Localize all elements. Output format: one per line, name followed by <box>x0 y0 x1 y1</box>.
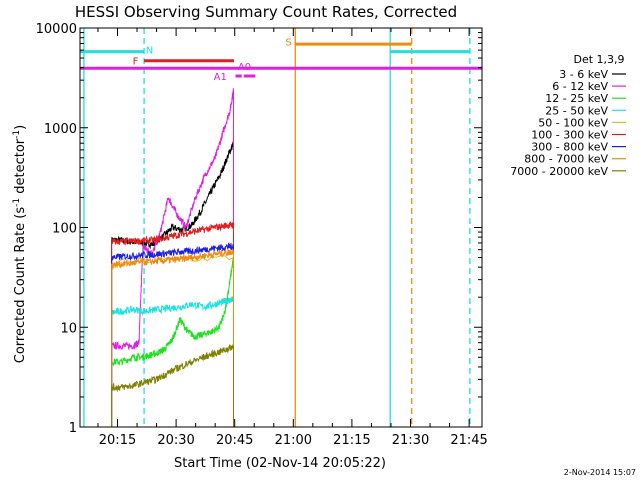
legend-label-4: 50 - 100 keV <box>538 116 608 129</box>
state-bar-label-5: A1 <box>214 72 227 83</box>
vertical-markers <box>83 28 471 427</box>
y-tick-label-3: 1000 <box>44 122 77 137</box>
legend-label-6: 300 - 800 keV <box>531 141 608 154</box>
series-line-2 <box>111 257 234 427</box>
legend-label-5: 100 - 300 keV <box>531 129 608 142</box>
legend-label-1: 6 - 12 keV <box>552 80 608 93</box>
legend-title: Det 1,3,9 <box>573 53 624 66</box>
x-axis-label: Start Time (02-Nov-14 20:05:22) <box>174 456 386 471</box>
x-tick-label-4: 21:15 <box>333 433 370 448</box>
legend-label-2: 12 - 25 keV <box>545 92 608 105</box>
x-tick-label-2: 20:45 <box>216 433 253 448</box>
y-tick-label-4: 10000 <box>36 22 77 37</box>
legend-label-8: 7000 - 20000 keV <box>510 165 608 178</box>
series-line-1 <box>111 88 234 427</box>
x-axis: 20:15 20:30 20:45 21:00 21:15 21:30 21:45 <box>97 28 488 448</box>
state-bar-label-0: N <box>146 45 153 56</box>
legend-label-7: 800 - 7000 keV <box>524 153 608 166</box>
y-tick-label-0: 1 <box>69 421 77 436</box>
footer-date: 2-Nov-2014 15:07 <box>564 468 636 477</box>
y-axis-label: Corrected Count Rate (s-1 detector-1) <box>12 125 28 363</box>
series-line-5 <box>111 220 234 427</box>
series-line-3 <box>111 296 234 427</box>
x-tick-label-3: 21:00 <box>275 433 312 448</box>
legend-label-3: 25 - 50 keV <box>545 104 608 117</box>
series-lines <box>111 88 234 427</box>
chart-title: HESSI Observing Summary Count Rates, Cor… <box>75 3 457 21</box>
series-line-8 <box>111 344 234 427</box>
x-tick-label-6: 21:45 <box>450 433 487 448</box>
y-tick-label-2: 100 <box>52 222 77 237</box>
series-line-6 <box>111 242 234 427</box>
x-tick-label-5: 21:30 <box>392 433 429 448</box>
legend-label-0: 3 - 6 keV <box>559 68 608 81</box>
x-tick-label-1: 20:30 <box>157 433 194 448</box>
y-axis: 1 10 100 1000 10000 <box>36 22 482 436</box>
state-bar-label-6: A0 <box>238 62 251 73</box>
x-tick-label-0: 20:15 <box>99 433 136 448</box>
state-bar-label-3: S <box>285 38 291 49</box>
y-tick-label-1: 10 <box>60 321 77 336</box>
series-line-7 <box>111 249 234 427</box>
state-bar-label-2: F <box>133 57 139 68</box>
plot-frame <box>79 27 483 428</box>
state-bars: NF S A1 A0 <box>80 38 482 83</box>
